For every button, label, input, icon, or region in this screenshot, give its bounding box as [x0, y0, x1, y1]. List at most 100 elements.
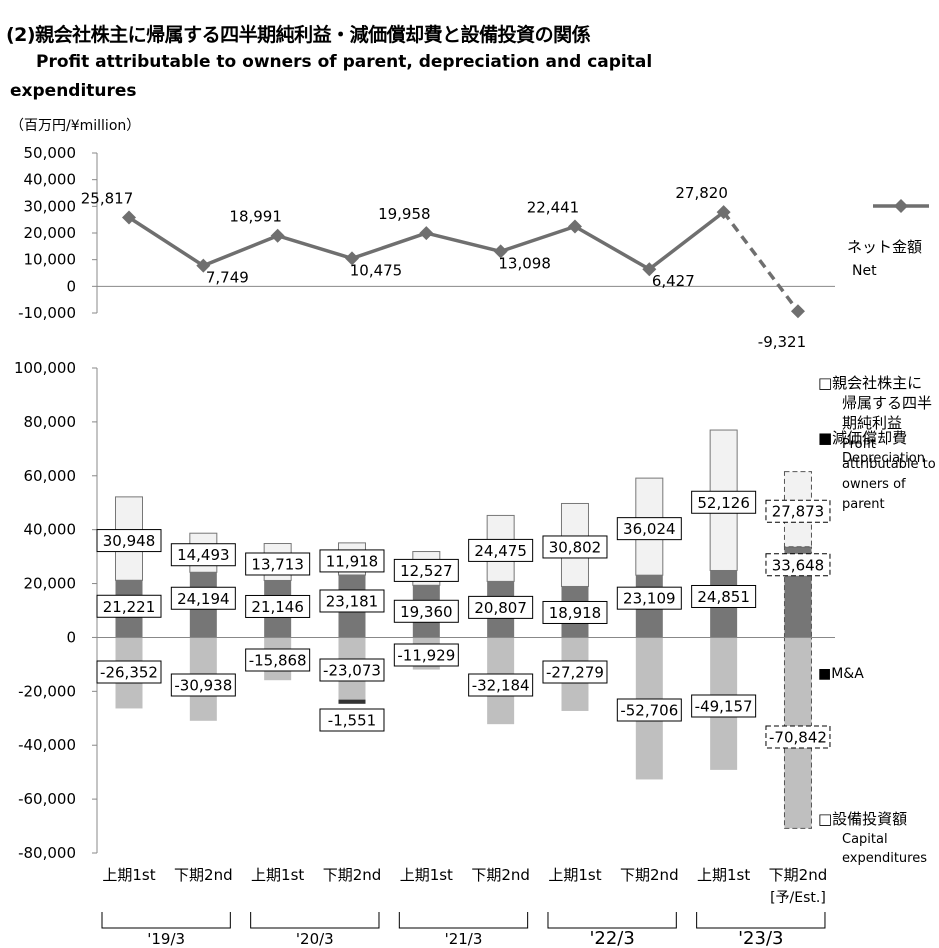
bar-chart-y-tick-label: 100,000: [14, 359, 76, 377]
depreciation-data-label: 21,221: [103, 598, 156, 616]
bar-chart-y-tick-label: -80,000: [18, 844, 76, 862]
line-chart-y-tick-label: 40,000: [24, 171, 77, 189]
capex-data-label-box: [691, 694, 757, 718]
legend-profit-label: owners of: [842, 477, 906, 492]
net-line-marker: [567, 219, 582, 234]
capex-data-label: -30,938: [174, 677, 232, 695]
net-data-label: 22,441: [527, 198, 580, 216]
net-line-marker: [122, 210, 136, 225]
net-line-marker: [419, 226, 434, 241]
profit-data-label: 30,948: [103, 532, 156, 550]
bar-chart-y-tick-label: -20,000: [18, 682, 76, 700]
depreciation-data-label-box: [170, 586, 236, 610]
capex-data-label-box: [468, 673, 534, 697]
forecast-est-label: [予/Est.]: [770, 890, 826, 906]
depreciation-data-label: 23,109: [623, 590, 676, 608]
depreciation-data-label: 21,146: [251, 598, 304, 616]
legend-profit-label: Profit: [842, 437, 876, 452]
capex-data-label: -11,929: [397, 647, 455, 665]
depreciation-data-label: 18,918: [549, 604, 602, 622]
capex-data-label: -70,842: [769, 729, 827, 747]
capex-data-label: -23,073: [323, 662, 381, 680]
line-legend-label-jp: ネット金額: [847, 238, 922, 256]
net-data-label: 25,817: [81, 189, 134, 207]
legend-depreciation-label: ■減価償却費: [818, 429, 907, 447]
ma-bar: [338, 699, 366, 704]
fiscal-year-bracket: [250, 912, 380, 929]
profit-data-label-box: [691, 490, 757, 514]
fiscal-year-bracket: [696, 912, 826, 929]
capex-data-label: -27,279: [546, 664, 604, 682]
profit-data-label: 36,024: [623, 520, 676, 538]
legend-profit-label: □親会社株主に: [818, 374, 922, 392]
profit-data-label: 24,475: [474, 542, 527, 560]
fiscal-year-bracket: [547, 912, 677, 929]
x-category-label: 上期1st: [548, 866, 601, 884]
bar-chart-y-tick-label: 60,000: [24, 467, 77, 485]
line-chart-y-tick-label: -10,000: [18, 304, 76, 322]
net-line-marker: [344, 251, 359, 266]
profit-data-label: 14,493: [177, 546, 230, 564]
line-legend-label-en: Net: [852, 263, 877, 279]
x-category-label: 上期1st: [102, 866, 155, 884]
profit-data-label-box: [542, 535, 608, 559]
net-data-label: 6,427: [652, 272, 695, 290]
profit-data-label-box: [468, 538, 534, 562]
depreciation-data-label-box: [542, 600, 608, 624]
profit-data-label: 30,802: [549, 538, 602, 556]
x-category-label: 下期2nd: [620, 866, 679, 884]
depreciation-data-label-box: [245, 594, 311, 618]
net-data-label: 19,958: [378, 205, 431, 223]
net-line-marker: [493, 244, 508, 259]
x-category-label: 上期1st: [697, 866, 750, 884]
fiscal-year-label: '19/3: [147, 930, 185, 948]
profit-data-label: 27,873: [772, 503, 825, 521]
legend-profit-label: parent: [842, 497, 885, 512]
legend-capex-label: □設備投資額: [818, 810, 907, 828]
fiscal-year-label: '22/3: [589, 928, 634, 948]
profit-data-label-box: [170, 543, 236, 567]
line-chart-y-tick-label: 10,000: [24, 251, 77, 269]
depreciation-data-label: 23,181: [326, 592, 379, 610]
depreciation-data-label-box: [96, 594, 162, 618]
capex-data-label-box: [393, 643, 459, 667]
depreciation-data-label-box: [765, 553, 831, 577]
x-category-label: 上期1st: [251, 866, 304, 884]
line-chart-y-tick-label: 0: [66, 277, 76, 295]
capex-data-label-box: [96, 660, 162, 684]
capex-data-label: -15,868: [249, 652, 307, 670]
net-data-label: 27,820: [675, 184, 728, 202]
net-data-label: 7,749: [206, 269, 249, 287]
net-data-label: 18,991: [229, 208, 282, 226]
depreciation-data-label: 24,194: [177, 590, 230, 608]
x-category-label: 下期2nd: [471, 866, 530, 884]
net-data-label: 13,098: [498, 254, 551, 272]
profit-data-label: 12,527: [400, 562, 453, 580]
line-chart-y-tick-label: 30,000: [24, 197, 77, 215]
x-category-label: 下期2nd: [174, 866, 233, 884]
fiscal-year-bracket: [101, 912, 231, 929]
capex-data-label: -52,706: [620, 702, 678, 720]
bar-chart-y-tick-label: -60,000: [18, 790, 76, 808]
depreciation-data-label-box: [616, 586, 682, 610]
depreciation-data-label-box: [319, 589, 385, 613]
legend-capex-label: Capital: [842, 832, 888, 847]
profit-data-label-box: [616, 517, 682, 541]
line-legend-marker: [894, 199, 908, 213]
legend-profit-label: attributable to: [842, 457, 936, 472]
x-category-label: 下期2nd: [323, 866, 382, 884]
net-line-marker: [270, 228, 285, 243]
fiscal-year-label: '21/3: [445, 930, 483, 948]
capex-data-label: -32,184: [472, 677, 530, 695]
bar-chart-y-tick-label: 40,000: [24, 521, 77, 539]
net-line-marker: [196, 258, 211, 273]
depreciation-data-label: 19,360: [400, 603, 453, 621]
profit-data-label-box: [96, 529, 162, 553]
depreciation-data-label: 33,648: [772, 556, 825, 574]
legend-profit-label: 期純利益: [842, 414, 902, 432]
bar-chart-y-tick-label: 0: [66, 628, 76, 646]
capex-data-label-box: [765, 725, 831, 749]
depreciation-data-label-box: [393, 599, 459, 623]
profit-data-label-box: [319, 549, 385, 573]
